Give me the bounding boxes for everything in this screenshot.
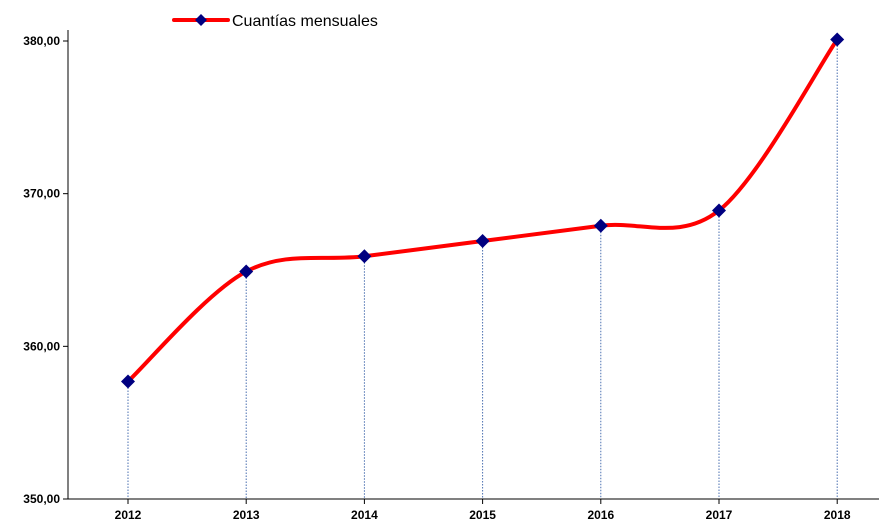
x-tick-label-2014: 2014: [351, 508, 378, 522]
series-line-group: [126, 37, 840, 384]
x-tick-label-2013: 2013: [233, 508, 260, 522]
y-tick-label: 380,00: [23, 34, 60, 48]
data-markers: [121, 32, 845, 389]
x-tick-label-2016: 2016: [587, 508, 614, 522]
y-tick-labels: 350,00 360,00 370,00 380,00: [23, 34, 68, 506]
x-tick-labels: 2012 2013 2014 2015 2016 2017 2018: [115, 499, 851, 522]
drop-lines: [127, 39, 838, 499]
y-tick-label: 360,00: [23, 339, 60, 353]
y-tick-label: 370,00: [23, 187, 60, 201]
x-tick-label-2017: 2017: [706, 508, 733, 522]
x-tick-label-2018: 2018: [824, 508, 851, 522]
data-point-2014: [357, 249, 372, 264]
data-point-2015: [475, 233, 490, 248]
y-tick-label: 350,00: [23, 492, 60, 506]
data-point-2012: [121, 374, 135, 389]
data-point-2013: [239, 264, 254, 279]
legend-label: Cuantías mensuales: [232, 13, 378, 30]
data-point-2016: [593, 218, 608, 233]
data-point-2018: [830, 32, 845, 47]
legend-diamond-marker: [195, 14, 207, 26]
data-point-2017: [712, 203, 726, 218]
axes: [67, 30, 879, 500]
series-line: [126, 37, 840, 384]
legend: Cuantías mensuales: [172, 13, 378, 30]
x-tick-label-2012: 2012: [115, 508, 142, 522]
x-tick-label-2015: 2015: [469, 508, 496, 522]
